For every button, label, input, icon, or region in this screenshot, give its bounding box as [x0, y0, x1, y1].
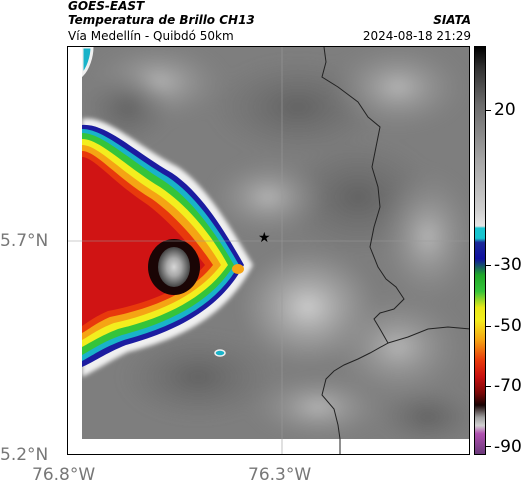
lat-label-2: 5.2°N	[0, 445, 49, 465]
star-icon: ★	[258, 230, 271, 246]
satellite-map: ★	[67, 46, 470, 455]
colorbar-label-20: 20	[494, 100, 516, 120]
colorbar	[474, 46, 486, 455]
colorbar-tick	[485, 446, 491, 447]
storm-cloud	[82, 118, 253, 377]
colorbar-tick	[485, 326, 491, 327]
lon-label-2: 76.3°W	[248, 465, 312, 485]
department-border-east	[387, 326, 469, 344]
satellite-title: GOES-EAST	[68, 0, 145, 13]
colorbar-label-minus70: -70	[494, 376, 522, 396]
org-label: SIATA	[433, 13, 471, 27]
lon-label-1: 76.8°W	[32, 465, 96, 485]
cold-spot	[214, 349, 226, 357]
colorbar-label-minus30: -30	[494, 255, 522, 275]
product-title: Temperatura de Brillo CH13	[68, 13, 255, 27]
lat-label-1: 5.7°N	[0, 231, 49, 251]
datetime-label: 2024-08-18 21:29	[362, 29, 471, 43]
department-border	[321, 47, 405, 454]
route-subtitle: Vía Medellín - Quibdó 50km	[68, 29, 234, 43]
colorbar-tick	[485, 110, 491, 111]
colorbar-label-minus50: -50	[494, 316, 522, 336]
colorbar-label-minus90: -90	[494, 437, 522, 457]
no-data-left	[68, 47, 82, 454]
no-data-bottom	[68, 439, 469, 454]
cold-spot-top	[80, 47, 94, 79]
colorbar-tick	[485, 265, 491, 266]
colorbar-tick	[485, 386, 491, 387]
cloud-texture	[83, 47, 469, 447]
